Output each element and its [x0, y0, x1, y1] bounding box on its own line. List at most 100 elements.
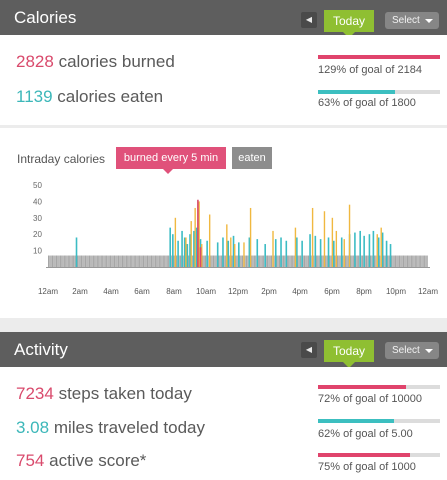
eaten-bar: [335, 230, 338, 267]
baseline-bar: [137, 255, 139, 267]
x-tick-label: 12am: [418, 287, 438, 296]
eaten-bar: [198, 201, 200, 267]
baseline-bar: [231, 255, 233, 267]
baseline-bar: [168, 255, 170, 267]
baseline-bar: [401, 255, 403, 267]
burned-bar: [189, 234, 191, 267]
calories-burned-label: calories burned: [58, 52, 175, 71]
baseline-bar: [342, 255, 344, 267]
baseline-bar: [241, 255, 244, 267]
baseline-bar: [210, 255, 212, 267]
baseline-bar: [57, 255, 59, 267]
baseline-bar: [346, 255, 348, 267]
baseline-bar: [91, 255, 93, 267]
baseline-bar: [329, 255, 331, 267]
baseline-bar: [214, 255, 216, 267]
baseline-bar: [260, 255, 262, 267]
baseline-bar: [273, 255, 275, 267]
eaten-bar: [174, 217, 177, 267]
baseline-bar: [92, 255, 94, 267]
baseline-bar: [321, 255, 323, 267]
baseline-bar: [284, 255, 286, 267]
baseline-bar: [51, 255, 54, 267]
baseline-bar: [65, 255, 67, 267]
calories-today-button[interactable]: Today: [324, 10, 374, 38]
baseline-bar: [150, 255, 153, 267]
baseline-bar: [290, 255, 292, 267]
eaten-toggle[interactable]: eaten: [232, 147, 272, 169]
baseline-bar: [59, 255, 61, 267]
baseline-bar: [339, 255, 341, 267]
baseline-bar: [360, 255, 362, 267]
baseline-bar: [362, 255, 364, 267]
burned-bar: [256, 239, 259, 267]
baseline-bar: [116, 255, 118, 267]
steps-goal-text: 72% of goal of 10000: [318, 393, 422, 405]
burned-bar: [238, 242, 240, 267]
baseline-bar: [422, 255, 424, 267]
baseline-bar: [398, 255, 401, 267]
baseline-bar: [107, 255, 109, 267]
baseline-bar: [235, 255, 237, 267]
baseline-bar: [95, 255, 97, 267]
baseline-bar: [139, 255, 141, 267]
baseline-bar: [164, 255, 166, 267]
baseline-bar: [99, 255, 101, 267]
baseline-bar: [111, 255, 113, 267]
high-activity-bar: [197, 199, 199, 267]
baseline-bar: [270, 255, 273, 267]
baseline-bar: [143, 255, 145, 267]
calories-title: Calories: [14, 8, 77, 27]
steps-stat: 7234 steps taken today: [16, 384, 192, 404]
burned-bar: [222, 237, 224, 267]
burned-every-5-min-toggle[interactable]: burned every 5 min: [116, 147, 226, 174]
baseline-bar: [288, 255, 290, 267]
eaten-bar: [348, 204, 351, 267]
baseline-bar: [418, 255, 420, 267]
baseline-bar: [336, 255, 339, 267]
baseline-bar: [302, 255, 304, 267]
eaten-bar: [194, 207, 196, 267]
baseline-bar: [73, 255, 75, 267]
baseline-bar: [420, 255, 422, 267]
activity-prev-day-button[interactable]: ◀: [301, 342, 317, 358]
baseline-bar: [355, 255, 357, 267]
baseline-bar: [396, 255, 398, 267]
burned-bar: [193, 230, 195, 267]
burned-bar: [385, 240, 388, 267]
burned-bar: [227, 240, 230, 267]
x-tick-label: 12am: [38, 287, 58, 296]
calories-prev-day-button[interactable]: ◀: [301, 12, 317, 28]
burned-bar: [354, 232, 356, 267]
baseline-bar: [211, 255, 213, 267]
baseline-bar: [119, 255, 121, 267]
baseline-bar: [146, 255, 149, 267]
activity-today-button[interactable]: Today: [324, 340, 374, 368]
baseline-bar: [77, 255, 79, 267]
eaten-bar: [343, 239, 345, 267]
calories-eaten-progress-bar: [318, 90, 440, 94]
baseline-bar: [384, 255, 386, 267]
baseline-bar: [367, 255, 369, 267]
eaten-bar: [230, 237, 232, 267]
baseline-bar: [268, 255, 270, 267]
baseline-bar: [240, 255, 242, 267]
baseline-bar: [173, 255, 175, 267]
baseline-bar: [350, 255, 352, 267]
activity-header: Activity ◀ Today Select: [0, 332, 447, 368]
activity-title: Activity: [14, 340, 68, 359]
baseline-bar: [397, 255, 399, 267]
x-tick-label: 4pm: [292, 287, 308, 296]
baseline-bar: [276, 255, 278, 267]
baseline-bar: [102, 255, 104, 267]
baseline-bar: [409, 255, 411, 267]
baseline-bar: [90, 255, 92, 267]
burned-bar: [327, 237, 330, 267]
activity-select-dropdown[interactable]: Select: [385, 342, 439, 359]
calories-select-dropdown[interactable]: Select: [385, 12, 439, 29]
calories-summary-card: 2828 calories burned 129% of goal of 218…: [0, 35, 447, 125]
baseline-bar: [317, 255, 319, 267]
baseline-bar: [383, 255, 385, 267]
calories-eaten-value: 1139: [16, 87, 53, 106]
baseline-bar: [98, 255, 100, 267]
